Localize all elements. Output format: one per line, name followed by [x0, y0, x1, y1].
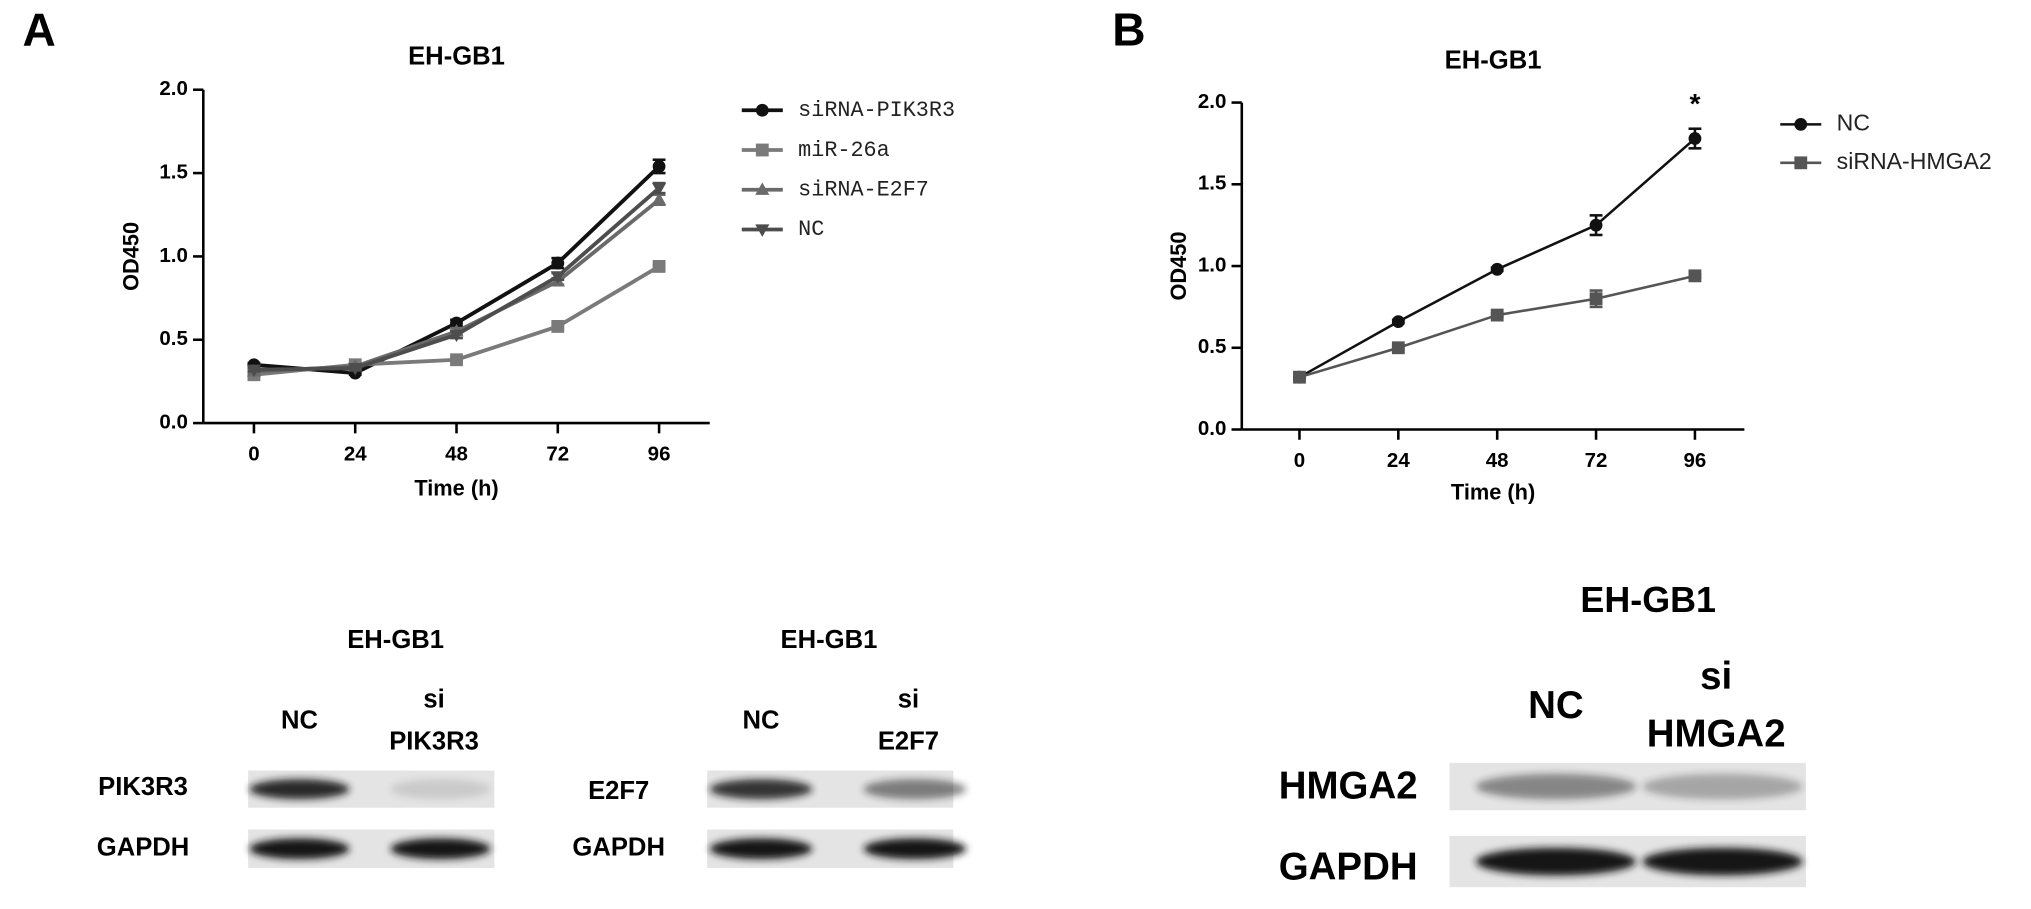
blot-band [1475, 847, 1637, 876]
y-tick-label: 0.5 [1198, 335, 1227, 358]
blot-title: EH-GB1 [347, 626, 444, 654]
blot-band [390, 838, 491, 860]
lane-label: NC [742, 707, 779, 735]
y-tick-label: 1.0 [159, 244, 188, 267]
lane-label: si [423, 685, 444, 713]
legend-marker [1794, 117, 1808, 131]
data-point [246, 364, 261, 378]
legend-label: siRNA-E2F7 [798, 177, 929, 202]
data-point [652, 192, 667, 205]
row-label: GAPDH [1279, 845, 1418, 888]
legend-marker [1794, 156, 1808, 170]
x-axis-label: Time (h) [414, 476, 498, 501]
x-tick-label: 96 [1684, 449, 1707, 472]
data-point [1688, 132, 1702, 145]
data-point [551, 320, 565, 333]
legend-marker [755, 182, 770, 195]
annotation: * [1689, 87, 1700, 119]
blot-band [249, 838, 350, 860]
blot-band [709, 838, 813, 860]
series-line [253, 186, 661, 372]
row-label: GAPDH [97, 834, 190, 862]
blot-band [249, 779, 350, 800]
lane-label: PIK3R3 [389, 728, 479, 756]
panel-label: B [1112, 4, 1145, 56]
row-label: PIK3R3 [98, 773, 188, 801]
row-label: E2F7 [588, 777, 649, 805]
legend-marker [755, 143, 769, 157]
panel-label: A [23, 4, 56, 56]
x-tick-label: 72 [546, 443, 569, 466]
y-tick-label: 0.0 [1198, 417, 1227, 440]
lane-label: HMGA2 [1647, 713, 1786, 756]
blot-band [863, 838, 967, 860]
x-tick-label: 24 [1387, 449, 1410, 472]
x-tick-label: 48 [1486, 449, 1509, 472]
data-point [652, 182, 667, 196]
data-point [450, 353, 463, 367]
blot-band [1642, 773, 1803, 800]
data-point [449, 329, 464, 343]
x-tick-label: 24 [344, 443, 367, 466]
data-point [652, 260, 666, 273]
data-point [1391, 315, 1405, 329]
legend-marker [755, 103, 769, 117]
data-point [450, 316, 463, 330]
y-axis-label: OD450 [119, 222, 144, 291]
lane-label: E2F7 [878, 728, 939, 756]
data-point [1490, 262, 1504, 276]
data-point [1490, 308, 1504, 322]
data-point [348, 362, 363, 376]
blot-title: EH-GB1 [781, 626, 878, 654]
blot-band [863, 779, 967, 800]
blot-band [390, 779, 491, 800]
x-tick-label: 96 [648, 443, 671, 466]
x-tick-label: 0 [1294, 449, 1305, 472]
data-point [551, 256, 565, 270]
data-point [652, 160, 666, 173]
legend-label: siRNA-PIK3R3 [798, 98, 955, 123]
data-point [1391, 341, 1405, 355]
data-point [1589, 292, 1603, 306]
lane-label: NC [281, 707, 318, 735]
x-tick-label: 72 [1585, 449, 1608, 472]
blot-band [1642, 847, 1803, 876]
chart-title: EH-GB1 [408, 42, 505, 70]
blot-title: EH-GB1 [1580, 580, 1716, 620]
y-tick-label: 1.0 [1198, 253, 1227, 276]
data-point [1589, 218, 1603, 232]
series-line [1299, 274, 1696, 379]
legend-label: miR-26a [798, 138, 890, 163]
data-point [1688, 269, 1702, 283]
blot-band [1475, 773, 1637, 800]
x-tick-label: 48 [445, 443, 468, 466]
series-line [1298, 137, 1696, 379]
blot-band [709, 779, 813, 800]
x-axis-label: Time (h) [1451, 479, 1535, 504]
data-point [550, 271, 565, 284]
x-tick-label: 0 [248, 443, 259, 466]
row-label: HMGA2 [1279, 765, 1418, 808]
lane-label: si [1700, 655, 1732, 698]
y-tick-label: 1.5 [159, 161, 188, 184]
legend-label: NC [1837, 109, 1870, 135]
legend-marker [755, 224, 770, 237]
y-axis-label: OD450 [1166, 232, 1191, 301]
y-tick-label: 2.0 [1198, 90, 1227, 113]
y-tick-label: 0.5 [159, 327, 188, 350]
legend-label: siRNA-HMGA2 [1837, 148, 1992, 174]
lane-label: si [898, 685, 919, 713]
lane-label: NC [1528, 684, 1584, 727]
data-point [1293, 370, 1306, 384]
legend-label: NC [798, 217, 824, 242]
y-tick-label: 2.0 [159, 77, 188, 100]
chart-title: EH-GB1 [1445, 46, 1542, 74]
row-label: GAPDH [572, 834, 665, 862]
y-tick-label: 0.0 [159, 411, 188, 434]
y-tick-label: 1.5 [1198, 172, 1227, 195]
